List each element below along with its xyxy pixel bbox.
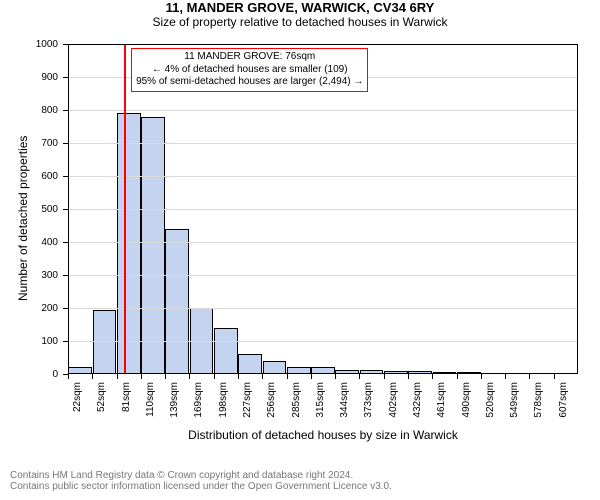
histogram-bar — [117, 113, 141, 374]
x-tick-label: 256sqm — [266, 382, 277, 462]
x-tick-label: 52sqm — [96, 382, 107, 462]
x-tick-label: 315sqm — [315, 382, 326, 462]
x-tick-label: 490sqm — [461, 382, 472, 462]
footer-line1: Contains HM Land Registry data © Crown c… — [10, 470, 590, 481]
y-tick-label: 1000 — [0, 39, 58, 50]
y-tick-label: 800 — [0, 105, 58, 116]
histogram-bar — [263, 361, 287, 374]
histogram-bar — [214, 328, 238, 374]
x-tick-label: 344sqm — [339, 382, 350, 462]
y-tick-label: 700 — [0, 138, 58, 149]
x-tick-label: 198sqm — [218, 382, 229, 462]
histogram-bar — [408, 371, 432, 374]
x-tick-label: 22sqm — [72, 382, 83, 462]
histogram-bar — [530, 373, 554, 374]
y-tick-label: 0 — [0, 369, 58, 380]
attribution-footer: Contains HM Land Registry data © Crown c… — [0, 464, 600, 500]
chart-title: 11, MANDER GROVE, WARWICK, CV34 6RY — [0, 0, 600, 15]
histogram-bar — [457, 372, 481, 374]
x-tick-label: 169sqm — [193, 382, 204, 462]
x-tick-label: 520sqm — [485, 382, 496, 462]
histogram-bar — [68, 367, 92, 374]
annotation-box: 11 MANDER GROVE: 76sqm ← 4% of detached … — [131, 48, 368, 92]
x-tick-label: 139sqm — [169, 382, 180, 462]
histogram-bar — [384, 371, 408, 374]
histogram-bar — [287, 367, 311, 374]
y-tick-label: 400 — [0, 237, 58, 248]
plot-area: 11 MANDER GROVE: 76sqm ← 4% of detached … — [68, 44, 578, 374]
histogram-bar — [433, 372, 457, 374]
x-tick-label: 607sqm — [558, 382, 569, 462]
annotation-line2: ← 4% of detached houses are smaller (109… — [136, 64, 363, 77]
x-axis-label: Distribution of detached houses by size … — [68, 428, 578, 442]
y-tick-label: 200 — [0, 303, 58, 314]
histogram-bar — [141, 117, 165, 374]
x-tick-label: 285sqm — [291, 382, 302, 462]
x-tick-label: 432sqm — [412, 382, 423, 462]
histogram-bar — [360, 370, 384, 374]
x-tick-label: 227sqm — [242, 382, 253, 462]
annotation-line1: 11 MANDER GROVE: 76sqm — [136, 51, 363, 64]
property-marker-line — [124, 44, 126, 374]
histogram-bar — [335, 370, 359, 374]
y-tick-label: 600 — [0, 171, 58, 182]
x-tick-label: 549sqm — [509, 382, 520, 462]
y-tick-label: 100 — [0, 336, 58, 347]
histogram-bar — [554, 373, 578, 374]
histogram-bar — [238, 354, 262, 374]
y-tick-label: 300 — [0, 270, 58, 281]
histogram-bar — [505, 373, 529, 374]
chart-subtitle: Size of property relative to detached ho… — [0, 15, 600, 29]
y-tick-label: 900 — [0, 72, 58, 83]
y-tick-label: 500 — [0, 204, 58, 215]
x-tick-label: 461sqm — [436, 382, 447, 462]
x-tick-label: 81sqm — [121, 382, 132, 462]
x-tick-label: 373sqm — [363, 382, 374, 462]
chart-container: 11, MANDER GROVE, WARWICK, CV34 6RY Size… — [0, 0, 600, 464]
x-tick-label: 578sqm — [533, 382, 544, 462]
annotation-line3: 95% of semi-detached houses are larger (… — [136, 76, 363, 89]
x-tick-label: 402sqm — [388, 382, 399, 462]
histogram-bar — [481, 373, 505, 374]
histogram-bar — [165, 229, 189, 374]
histogram-bar — [311, 367, 335, 374]
footer-line2: Contains public sector information licen… — [10, 481, 590, 492]
x-tick-label: 110sqm — [145, 382, 156, 462]
